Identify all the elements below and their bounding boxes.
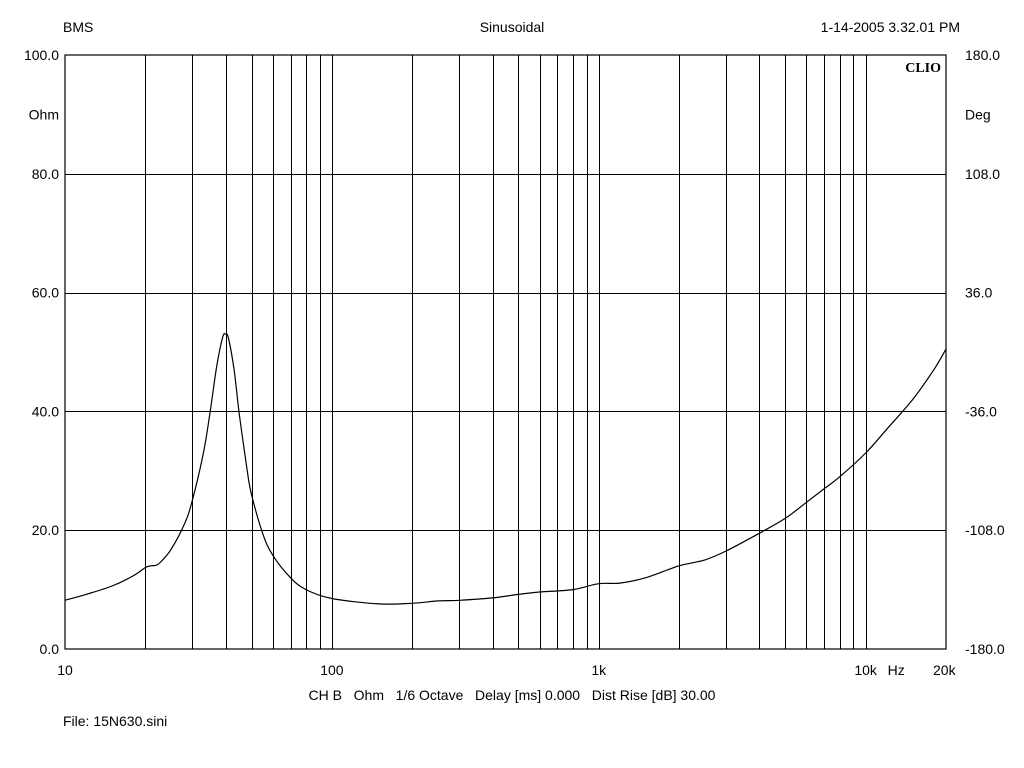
- y-right-unit-label: Deg: [965, 106, 991, 122]
- clio-logo: CLIO: [905, 61, 941, 76]
- y-right-tick-label: 108.0: [965, 166, 1000, 182]
- y-right-tick-label: 36.0: [965, 285, 992, 301]
- y-left-tick-label: 40.0: [32, 403, 59, 419]
- impedance-curve: [64, 332, 947, 605]
- chart-grid: [65, 55, 946, 649]
- file-name-label: File: 15N630.sini: [63, 713, 168, 729]
- y-left-tick-label: 80.0: [32, 166, 59, 182]
- y-left-tick-label: 100.0: [24, 47, 59, 63]
- y-left-tick-label: 0.0: [40, 641, 60, 657]
- chart-axis-labels: 0.0 20.0 40.0 60.0 80.0 100.0 -180.0 -108.0 -36.…: [24, 47, 1005, 678]
- x-tick-label: 10: [57, 662, 73, 678]
- measurement-settings: CH B Ohm 1/6 Octave Delay [ms] 0.000 Dis…: [308, 687, 716, 703]
- y-left-unit-label: Ohm: [29, 106, 59, 122]
- x-tick-label: 100: [320, 662, 344, 678]
- header-mode-label: Sinusoidal: [479, 19, 545, 35]
- y-left-tick-label: 60.0: [32, 285, 59, 301]
- header-timestamp: 1-14-2005 3.32.01 PM: [820, 19, 960, 35]
- y-left-tick-label: 20.0: [32, 522, 59, 538]
- y-right-tick-label: 180.0: [965, 47, 1000, 63]
- y-right-tick-label: -36.0: [965, 403, 997, 419]
- x-tick-label: 10k: [854, 662, 878, 678]
- x-tick-label: 20k: [933, 662, 957, 678]
- y-right-tick-label: -180.0: [965, 641, 1005, 657]
- x-tick-label: 1k: [591, 662, 607, 678]
- plot-frame: [64, 54, 947, 650]
- y-right-tick-label: -108.0: [965, 522, 1005, 538]
- header-left-label: BMS: [63, 19, 94, 35]
- x-unit-label: Hz: [888, 662, 905, 678]
